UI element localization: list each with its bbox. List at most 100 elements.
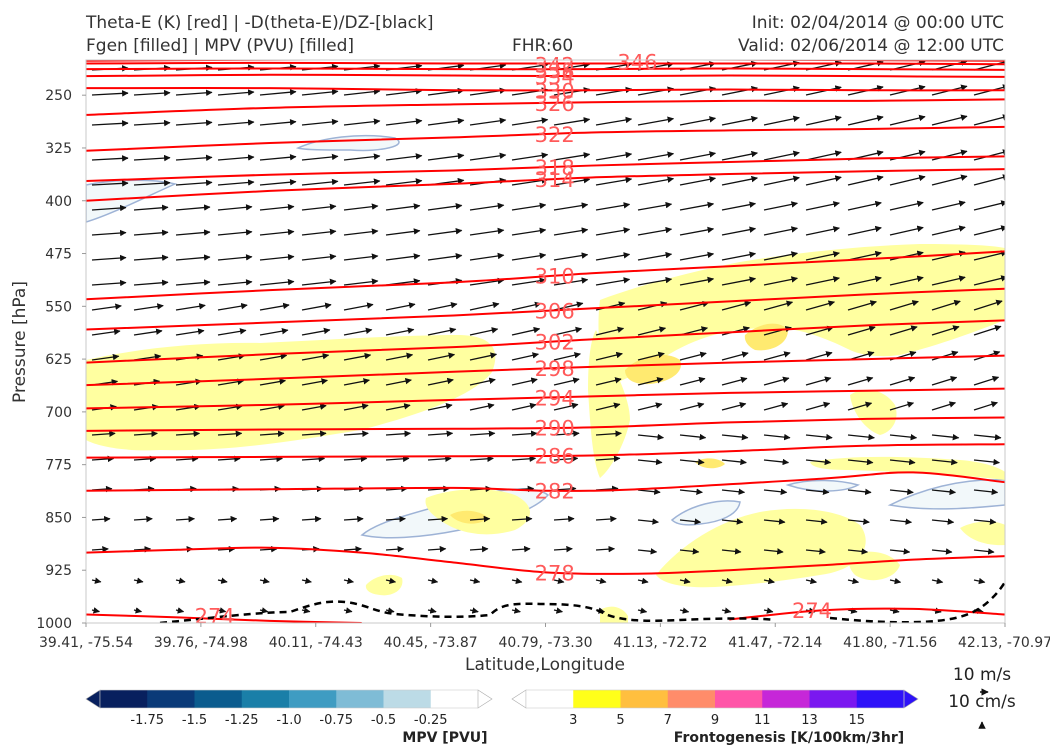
wind-vector bbox=[259, 178, 297, 186]
wind-vector bbox=[973, 433, 1002, 441]
wind-vector bbox=[511, 430, 538, 437]
wind-vector bbox=[763, 150, 800, 161]
wind-vector bbox=[847, 401, 873, 411]
wind-vector bbox=[511, 455, 537, 463]
colorbar-swatch bbox=[241, 690, 290, 708]
colorbar-frame bbox=[525, 689, 905, 709]
wind-vector bbox=[301, 403, 327, 411]
y-tick-label: 475 bbox=[45, 247, 72, 263]
wind-vector bbox=[973, 325, 1002, 336]
wind-vector bbox=[805, 115, 842, 126]
x-tick-label: 40.79, -73.30 bbox=[498, 635, 592, 651]
wind-vector bbox=[511, 607, 521, 614]
reference-vector-vertical-label: 10 cm/s bbox=[948, 692, 1016, 712]
x-tick-label: 40.11, -74.43 bbox=[269, 635, 363, 651]
wind-vector bbox=[343, 515, 364, 523]
wind-vector bbox=[469, 430, 496, 437]
wind-vector bbox=[91, 229, 127, 237]
wind-vector bbox=[259, 302, 290, 311]
mpv-fill-low-right bbox=[670, 500, 741, 526]
wind-vector bbox=[259, 278, 295, 286]
wind-vector bbox=[469, 352, 498, 361]
wind-vector bbox=[301, 327, 331, 336]
wind-vector bbox=[637, 577, 649, 585]
wind-vector bbox=[217, 577, 228, 584]
wind-vector bbox=[301, 302, 332, 311]
wind-vector bbox=[427, 227, 463, 236]
wind-vector bbox=[133, 279, 169, 287]
wind-vector bbox=[805, 251, 840, 261]
wind-vector bbox=[973, 299, 1003, 311]
wind-vector bbox=[301, 515, 322, 523]
wind-vector bbox=[133, 254, 169, 262]
wind-vector bbox=[511, 301, 542, 311]
wind-vector bbox=[847, 175, 884, 186]
colorbar-swatch bbox=[620, 690, 669, 708]
wind-vector bbox=[805, 226, 840, 236]
wind-vector bbox=[133, 204, 169, 212]
wind-vector bbox=[385, 455, 410, 463]
x-tick-label: 39.41, -75.54 bbox=[39, 635, 133, 651]
wind-vector bbox=[847, 548, 869, 555]
wind-vector bbox=[259, 118, 297, 126]
wind-vector bbox=[847, 518, 870, 525]
colorbar-tick-label: -0.25 bbox=[414, 713, 448, 728]
wind-vector bbox=[721, 351, 749, 361]
wind-vector bbox=[427, 202, 463, 211]
colorbar-extend-left bbox=[85, 689, 101, 709]
wind-vector bbox=[763, 351, 791, 361]
wind-vector bbox=[595, 116, 633, 126]
x-tick-label: 40.45, -73.87 bbox=[384, 635, 478, 651]
wind-vector bbox=[721, 150, 758, 161]
theta-e-contour-label: 286 bbox=[535, 445, 575, 469]
wind-vector bbox=[511, 352, 539, 361]
wind-vector bbox=[175, 607, 185, 614]
wind-vector bbox=[175, 254, 211, 261]
wind-vector bbox=[217, 607, 227, 614]
wind-vector bbox=[427, 607, 437, 614]
wind-vector bbox=[427, 515, 449, 523]
wind-vector bbox=[343, 327, 373, 336]
wind-vector bbox=[889, 488, 914, 496]
wind-vector bbox=[637, 518, 659, 525]
theta-e-contour-label: 330 bbox=[535, 79, 575, 103]
wind-vector bbox=[763, 518, 786, 525]
fgen-fill-orange-1 bbox=[625, 354, 681, 385]
wind-vector bbox=[469, 577, 481, 585]
wind-vector bbox=[763, 251, 798, 261]
wind-vector bbox=[637, 226, 673, 236]
wind-vector bbox=[469, 202, 505, 211]
wind-vector bbox=[973, 114, 1005, 126]
fgen-fill-right-band bbox=[598, 244, 1005, 385]
wind-vector bbox=[931, 433, 960, 441]
wind-vector bbox=[931, 458, 958, 466]
wind-vector bbox=[385, 178, 423, 186]
wind-vector bbox=[469, 545, 489, 553]
wind-vector bbox=[91, 455, 115, 463]
theta-e-contour-line bbox=[86, 319, 1005, 364]
wind-vector bbox=[511, 577, 523, 585]
wind-vector bbox=[931, 299, 961, 311]
wind-vector bbox=[301, 88, 339, 96]
wind-vector bbox=[469, 277, 505, 286]
wind-vector bbox=[637, 276, 673, 286]
fgen-fill-low-center bbox=[425, 489, 530, 535]
colorbar-tick-label: 3 bbox=[569, 713, 577, 728]
wind-vector bbox=[427, 352, 456, 361]
wind-vector bbox=[931, 376, 958, 386]
wind-vector bbox=[511, 277, 547, 286]
wind-vector bbox=[763, 85, 800, 96]
wind-vector bbox=[511, 117, 549, 126]
wind-vector bbox=[469, 152, 507, 161]
wind-vector bbox=[553, 455, 579, 463]
wind-vector bbox=[637, 433, 665, 441]
wind-vector bbox=[763, 300, 794, 311]
wind-vector bbox=[763, 488, 788, 495]
wind-vector bbox=[427, 377, 454, 386]
wind-vector bbox=[175, 119, 213, 127]
colorbar-swatch bbox=[715, 690, 763, 708]
wind-vector bbox=[889, 225, 924, 236]
wind-vector bbox=[679, 458, 705, 466]
wind-vector bbox=[679, 577, 691, 585]
